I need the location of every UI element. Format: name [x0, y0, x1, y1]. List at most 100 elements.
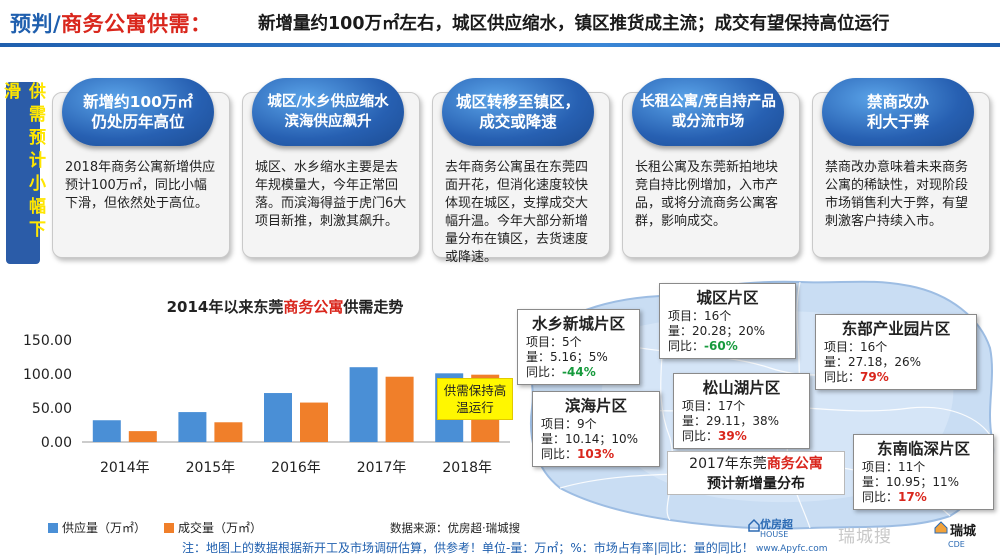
- district-projects: 项目：16个: [668, 309, 732, 323]
- side-label: 供需预计小幅下滑: [0, 82, 45, 264]
- card-body: 城区、水乡缩水主要是去年规模量大，今年正常回落。而滨海得益于虎门6大项目新推，刺…: [255, 160, 407, 229]
- bar-deal: [300, 402, 328, 442]
- district-box-city: 城区片区 项目：16个 量：20.28；20% 同比：-60%: [659, 283, 796, 359]
- legend-swatch-supply: [48, 523, 58, 533]
- house-logo-icon: [748, 518, 760, 532]
- chart-title-highlight: 商务公寓: [283, 298, 344, 316]
- y-tick-label: 100.00: [23, 367, 72, 383]
- brand2-logo-icon: [934, 521, 948, 534]
- card-bubble-district-shrink: 城区/水乡供应缩水 滨海供应飙升: [252, 78, 404, 146]
- district-name: 滨海片区: [564, 397, 627, 415]
- district-volume: 量：5.16；5%: [526, 350, 608, 364]
- district-volume: 量：29.11，38%: [682, 414, 780, 428]
- district-box-songshan-lake: 松山湖片区 项目：17个 量：29.11，38% 同比：39%: [673, 373, 810, 449]
- legend-label-deal: 成交量（万㎡）: [178, 521, 263, 535]
- district-yoy-row: 同比：-44%: [526, 365, 631, 380]
- district-name: 东部产业园片区: [841, 320, 951, 338]
- district-yoy-label: 同比：: [668, 339, 705, 353]
- legend-item-supply: 供应量（万㎡）: [48, 519, 146, 536]
- bubble-text: 城区/水乡供应缩水 滨海供应飙升: [267, 94, 389, 130]
- district-projects: 项目：5个: [526, 335, 582, 349]
- legend-item-deal: 成交量（万㎡）: [164, 519, 262, 536]
- bubble-text: 禁商改办 利大于弊: [866, 93, 929, 131]
- bubble-text: 长租公寓/竞自持产品 或分流市场: [640, 94, 776, 130]
- title-highlight: 商务公寓供需: [61, 12, 191, 36]
- title-prefix: 预判: [10, 12, 53, 36]
- x-tick-label: 2014年: [100, 460, 150, 476]
- title-subtitle: 新增量约100万㎡左右，城区供应缩水，镇区推货成主流；成交有望保持高位运行: [258, 14, 890, 34]
- district-projects: 项目：9个: [541, 417, 597, 431]
- district-yoy-value: -60%: [704, 339, 738, 353]
- district-yoy-value: 79%: [860, 370, 889, 384]
- x-tick-label: 2018年: [442, 460, 492, 476]
- title-divider: [0, 43, 1000, 47]
- map-caption-line2: 预计新增量分布: [707, 476, 805, 492]
- map-caption-line1: 2017年东莞商务公寓: [668, 454, 844, 474]
- brand1-logo: 优房超: [760, 518, 793, 531]
- bubble-text: 城区转移至镇区， 成交或降速: [455, 93, 580, 131]
- district-projects: 项目：11个: [862, 460, 926, 474]
- chart-source: 数据来源：优房超·瑞城搜: [390, 521, 521, 535]
- brand2-logo-en: CDE: [948, 540, 965, 549]
- district-yoy-row: 同比：103%: [541, 447, 651, 462]
- district-name: 城区片区: [696, 289, 759, 307]
- chart-annotation: 供需保持高温运行: [437, 378, 513, 420]
- legend-swatch-deal: [164, 523, 175, 533]
- map-caption: 2017年东莞商务公寓 预计新增量分布: [667, 451, 845, 495]
- bar-deal: [128, 431, 157, 442]
- bar-supply: [264, 393, 292, 442]
- district-box-shuixiang: 水乡新城片区 项目：5个 量：5.16；5% 同比：-44%: [517, 309, 640, 385]
- bar-supply: [349, 367, 378, 442]
- district-name: 水乡新城片区: [531, 315, 625, 333]
- district-volume: 量：10.95；11%: [862, 475, 960, 489]
- bar-deal: [214, 422, 243, 442]
- card-bubble-shift-to-towns: 城区转移至镇区， 成交或降速: [442, 78, 594, 146]
- district-yoy-label: 同比：: [862, 490, 899, 504]
- map-caption-highlight: 商务公寓: [766, 456, 823, 472]
- chart-title-suffix: 供需走势: [343, 298, 404, 316]
- district-projects: 项目：16个: [824, 340, 888, 354]
- y-tick-label: 150.00: [23, 333, 72, 349]
- card-body: 2018年商务公寓新增供应预计100万㎡，同比小幅下滑，但依然处于高位。: [65, 160, 216, 211]
- brand2-logo: 瑞城: [950, 524, 977, 539]
- district-yoy-label: 同比：: [526, 365, 563, 379]
- district-yoy-value: -44%: [562, 365, 596, 379]
- district-projects: 项目：17个: [682, 399, 746, 413]
- card-body: 去年商务公寓虽在东莞四面开花，但消化速度较快体现在城区，支撑成交大幅升温。今年大…: [445, 160, 589, 265]
- card-body: 禁商改办意味着未来商务公寓的稀缺性，对现阶段市场销售利大于弊，有望刺激客户持续入…: [825, 160, 969, 229]
- title-colon: ：: [190, 12, 212, 36]
- district-volume: 量：10.14；10%: [541, 432, 639, 446]
- bar-deal: [385, 376, 414, 442]
- card-bubble-long-rent: 长租公寓/竞自持产品 或分流市场: [632, 78, 784, 146]
- district-yoy-row: 同比：79%: [824, 370, 968, 385]
- district-yoy-label: 同比：: [682, 429, 719, 443]
- y-tick-label: 50.00: [32, 401, 72, 417]
- logo-area: 优房超 HOUSE www.Apyfc.com 瑞城搜 瑞城 CDE: [748, 514, 1000, 558]
- card-bubble-ban-policy: 禁商改办 利大于弊: [822, 78, 974, 146]
- district-yoy-value: 17%: [898, 490, 927, 504]
- chart-legend: 供应量（万㎡） 成交量（万㎡）: [48, 519, 262, 536]
- title-bar: 预判/商务公寓供需： 新增量约100万㎡左右，城区供应缩水，镇区推货成主流；成交…: [0, 0, 1000, 42]
- district-yoy-row: 同比：-60%: [668, 339, 787, 354]
- x-tick-label: 2017年: [357, 460, 407, 476]
- card-bubble-supply: 新增约100万㎡ 仍处历年高位: [62, 78, 214, 146]
- watermark: 瑞城搜: [838, 527, 892, 547]
- title-separator: /: [53, 12, 62, 36]
- brand1-logo-en: HOUSE: [760, 530, 789, 539]
- card-body: 长租公寓及东莞新拍地块竞自持比例增加，入市产品，或将分流商务公寓客群，影响成交。: [635, 160, 779, 229]
- district-yoy-row: 同比：17%: [862, 490, 985, 505]
- chart-title: 2014年以来东莞商务公寓供需走势: [60, 296, 510, 317]
- side-label-text: 供需预计小幅下滑: [0, 82, 45, 243]
- brand1-url: www.Apyfc.com: [756, 544, 828, 554]
- district-yoy-row: 同比：39%: [682, 429, 801, 444]
- district-box-east-industrial: 东部产业园片区 项目：16个 量：27.18，26% 同比：79%: [815, 314, 977, 390]
- district-name: 松山湖片区: [702, 379, 781, 397]
- legend-label-supply: 供应量（万㎡）: [62, 521, 147, 535]
- district-box-binhai: 滨海片区 项目：9个 量：10.14；10% 同比：103%: [532, 391, 660, 467]
- district-yoy-value: 103%: [577, 447, 615, 461]
- bar-supply: [92, 420, 121, 442]
- map-caption-prefix: 2017年东莞: [689, 456, 767, 472]
- district-yoy-label: 同比：: [824, 370, 861, 384]
- district-box-southeast-shenzhen: 东南临深片区 项目：11个 量：10.95；11% 同比：17%: [853, 434, 994, 510]
- district-volume: 量：20.28；20%: [668, 324, 766, 338]
